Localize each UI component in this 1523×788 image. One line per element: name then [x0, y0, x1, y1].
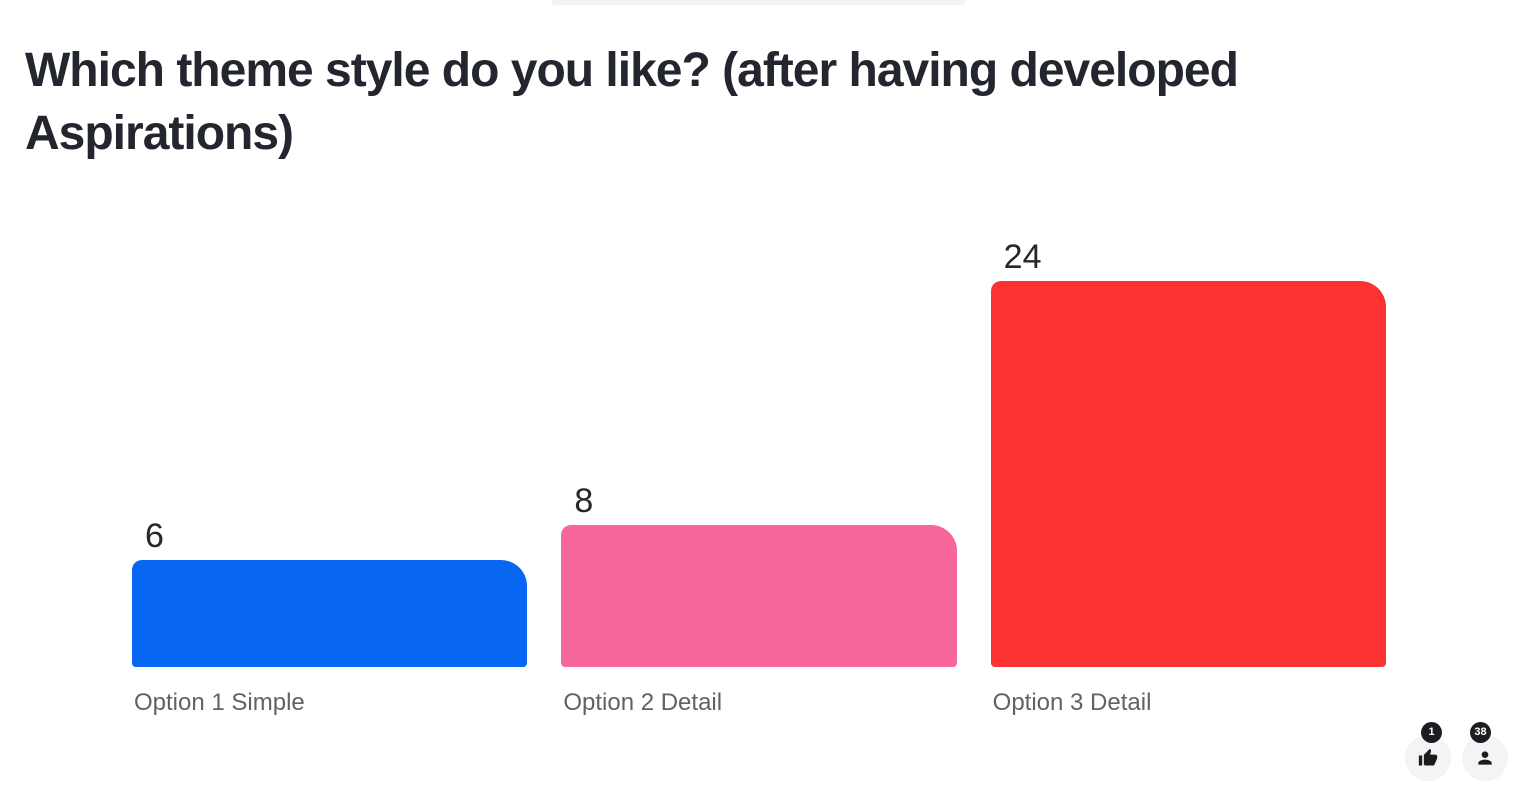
bar-category-label: Option 3 Detail	[992, 689, 1152, 716]
page-title: Which theme style do you like? (after ha…	[25, 44, 1239, 160]
bar-option-2	[561, 525, 957, 667]
bar-option-3	[990, 281, 1386, 667]
bar-value-label: 6	[145, 517, 164, 555]
bar-option-1	[132, 560, 528, 667]
thumbs-up-icon	[1418, 748, 1438, 768]
bar-value-label: 24	[1003, 238, 1042, 276]
participants-button[interactable]	[1462, 735, 1508, 781]
bar-column: 24 Option 3 Detail	[990, 238, 1386, 716]
person-icon	[1475, 748, 1495, 768]
bar-column: 6 Option 1 Simple	[132, 240, 528, 716]
bar-chart: 6 Option 1 Simple 8 Option 2 Detail 24 Option…	[132, 238, 1386, 716]
bar-category-label: Option 1 Simple	[134, 689, 305, 716]
reactions-count-badge: 1	[1421, 722, 1442, 743]
top-strip	[552, 0, 965, 5]
bar-column: 8 Option 2 Detail	[561, 240, 957, 716]
bar-category-label: Option 2 Detail	[563, 689, 723, 716]
participants-count-badge: 38	[1470, 722, 1491, 743]
bar-value-label: 8	[574, 482, 594, 520]
